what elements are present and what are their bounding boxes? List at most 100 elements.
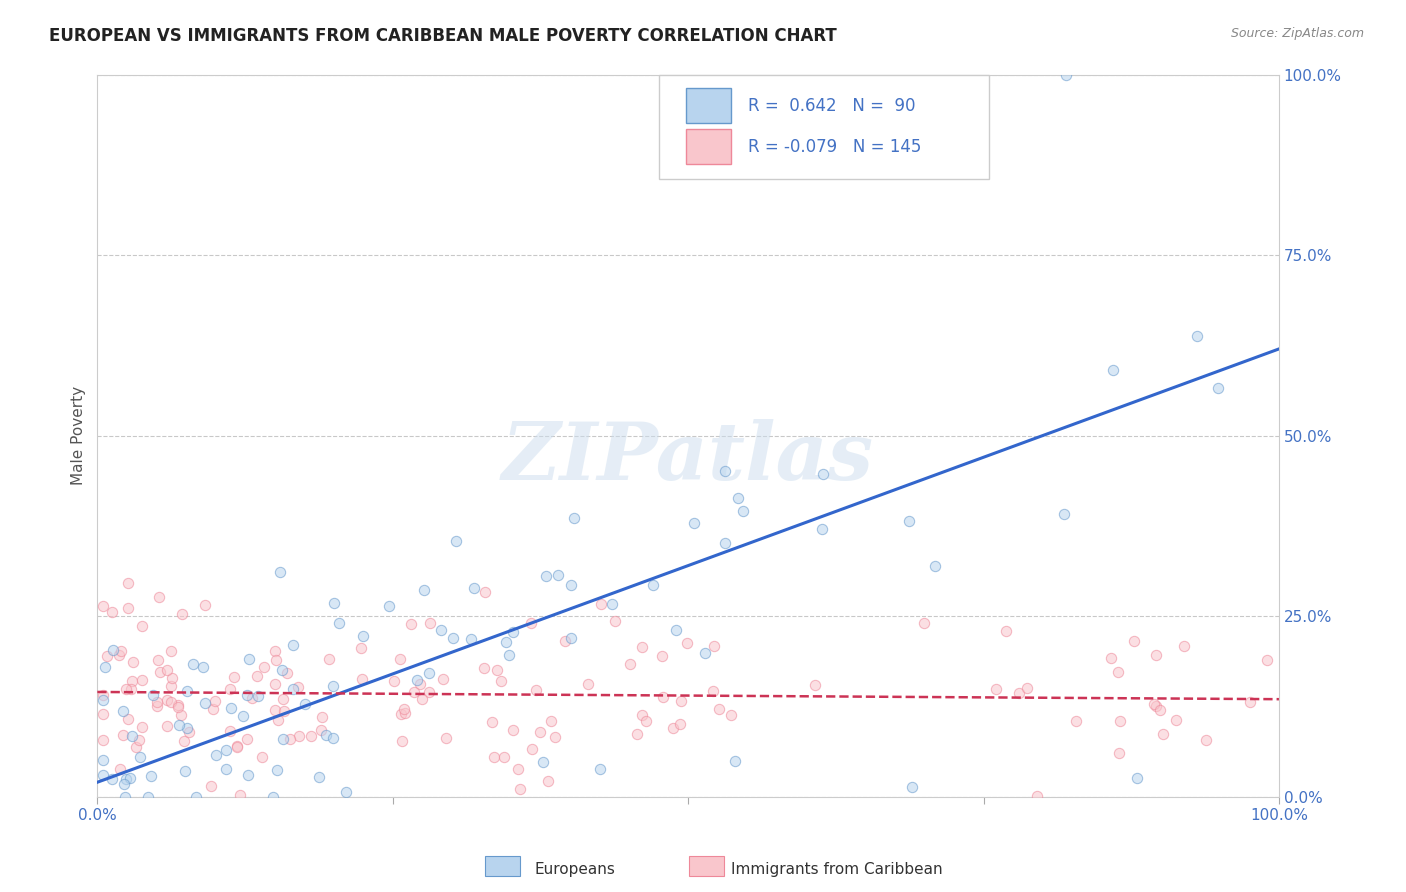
Point [492, 750, 515, 764]
Point [1143, 697, 1166, 711]
Point [605, 614, 627, 628]
Point [125, 740, 148, 755]
Point [391, 707, 413, 722]
Text: Europeans: Europeans [534, 863, 616, 877]
Point [409, 677, 432, 691]
Point [91, 753, 114, 767]
Point [236, 689, 259, 703]
Point [810, 523, 832, 537]
Point [232, 709, 254, 723]
Point [219, 723, 242, 738]
Point [311, 723, 333, 738]
Point [170, 708, 193, 723]
Point [713, 536, 735, 550]
Point [588, 762, 610, 776]
Point [412, 582, 434, 597]
Point [1064, 714, 1087, 728]
Point [121, 655, 143, 669]
Point [269, 565, 291, 579]
Point [723, 754, 745, 768]
Point [352, 672, 374, 686]
Point [1122, 633, 1144, 648]
Point [1108, 746, 1130, 760]
Point [226, 739, 249, 753]
Point [399, 616, 422, 631]
Point [727, 491, 749, 505]
Point [288, 729, 311, 743]
Point [262, 789, 284, 804]
Point [112, 727, 135, 741]
Point [250, 750, 273, 764]
Point [720, 708, 742, 723]
Bar [686, 129, 731, 164]
Point [418, 665, 440, 680]
Point [702, 683, 724, 698]
Point [984, 681, 1007, 696]
Point [495, 635, 517, 649]
Point [1026, 789, 1049, 803]
Point [474, 584, 496, 599]
Point [1015, 681, 1038, 696]
Text: R = -0.079   N = 145: R = -0.079 N = 145 [748, 137, 922, 156]
Point [91, 707, 114, 722]
Point [1152, 727, 1174, 741]
Point [429, 623, 451, 637]
Point [631, 707, 654, 722]
Point [707, 702, 730, 716]
Point [194, 696, 217, 710]
Point [156, 692, 179, 706]
Point [236, 768, 259, 782]
Point [91, 599, 114, 614]
Point [91, 768, 114, 782]
Point [665, 623, 688, 637]
Point [562, 511, 585, 525]
Point [156, 719, 179, 733]
Point [100, 772, 122, 786]
Point [1102, 363, 1125, 377]
Point [246, 689, 269, 703]
Point [146, 698, 169, 713]
Text: ZIPatlas: ZIPatlas [502, 418, 875, 496]
Point [322, 731, 344, 745]
Point [271, 732, 294, 747]
Point [350, 640, 373, 655]
Point [205, 748, 228, 763]
Point [294, 697, 316, 711]
Point [1195, 733, 1218, 747]
Point [131, 720, 153, 734]
Point [529, 724, 551, 739]
Point [411, 692, 433, 706]
Point [110, 762, 132, 776]
Point [141, 768, 163, 782]
Point [311, 710, 333, 724]
Point [110, 644, 132, 658]
Point [121, 674, 143, 689]
Point [651, 649, 673, 664]
Point [481, 714, 503, 729]
Point [1107, 665, 1129, 680]
Point [167, 698, 190, 712]
Point [502, 723, 524, 737]
Point [536, 773, 558, 788]
Point [676, 636, 699, 650]
Point [91, 693, 114, 707]
Point [267, 713, 290, 727]
Text: Source: ZipAtlas.com: Source: ZipAtlas.com [1230, 27, 1364, 40]
Point [266, 764, 288, 778]
Point [794, 68, 817, 82]
Point [131, 619, 153, 633]
Point [226, 739, 249, 754]
Point [547, 567, 569, 582]
Point [112, 777, 135, 791]
Point [173, 734, 195, 748]
Point [406, 673, 429, 687]
Point [576, 677, 599, 691]
Point [194, 598, 217, 612]
Point [200, 779, 222, 793]
Point [96, 649, 118, 664]
Point [631, 640, 654, 655]
Point [159, 643, 181, 657]
Point [589, 598, 612, 612]
Point [94, 659, 117, 673]
Point [181, 657, 204, 671]
